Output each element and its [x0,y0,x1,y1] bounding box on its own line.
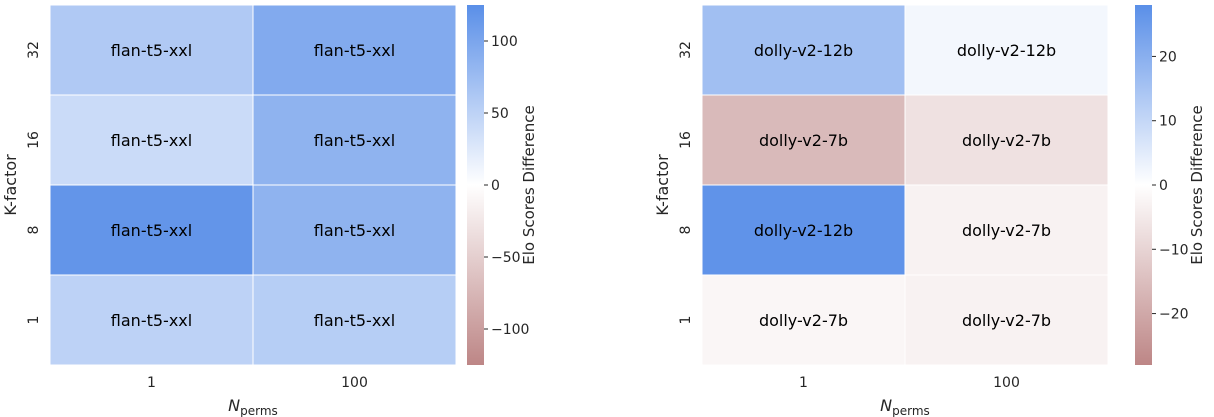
y-axis-label: K-factor [653,154,672,216]
heatmap-right: dolly-v2-12b dolly-v2-12b dolly-v2-7b dolly… [653,4,1206,417]
heatmap-cell [701,94,906,186]
colorbar-tick-label: −100 [491,322,529,338]
colorbar-tick-label: 20 [1159,49,1177,65]
x-axis-label: Nperms [228,396,278,417]
cell-label: dolly-v2-12b [957,41,1056,60]
colorbar-tick-label: −50 [491,250,521,266]
heatmap-cell [904,274,1109,366]
heatmap-left: flan-t5-xxl flan-t5-xxl flan-t5-xxl flan-t5… [1,4,538,417]
y-tick-label: 8 [26,226,42,235]
cell-label: dolly-v2-7b [759,131,848,150]
y-tick-label: 1 [678,316,694,325]
cell-label: dolly-v2-7b [962,131,1051,150]
y-tick-label: 1 [26,316,42,325]
y-tick-label: 16 [678,131,694,149]
colorbar [1135,5,1152,365]
colorbar-tick-label: 0 [491,178,500,194]
heatmap-cell [49,274,254,366]
heatmap-cell [252,274,457,366]
heatmap-cell [49,94,254,186]
cell-label: dolly-v2-12b [754,221,853,240]
cell-label: flan-t5-xxl [314,221,395,240]
y-tick-label: 32 [678,41,694,59]
heatmap-cell [904,184,1109,276]
heatmap-cell [701,184,906,276]
cell-label: flan-t5-xxl [314,311,395,330]
y-axis-label: K-factor [1,154,20,216]
cell-label: flan-t5-xxl [111,221,192,240]
y-tick-label: 8 [678,226,694,235]
colorbar-tick-label: −20 [1159,307,1189,323]
heatmap-cell [904,94,1109,186]
colorbar [467,5,484,365]
heatmap-cell [252,4,457,96]
cell-label: flan-t5-xxl [111,131,192,150]
colorbar-label: Elo Scores Difference [1188,105,1206,265]
x-tick-label: 1 [147,375,156,391]
cell-label: dolly-v2-7b [962,311,1051,330]
cell-label: flan-t5-xxl [111,311,192,330]
colorbar-tick-label: 50 [491,106,509,122]
heatmap-cell [49,4,254,96]
cell-label: flan-t5-xxl [314,131,395,150]
heatmap-cell [252,94,457,186]
colorbar-label: Elo Scores Difference [520,105,538,265]
colorbar-tick-label: −10 [1159,242,1189,258]
x-tick-label: 100 [341,375,368,391]
x-tick-label: 100 [993,375,1020,391]
x-axis-label: Nperms [880,396,930,417]
cell-label: flan-t5-xxl [314,41,395,60]
colorbar-tick-label: 10 [1159,114,1177,130]
cell-label: dolly-v2-7b [962,221,1051,240]
heatmap-cell [49,184,254,276]
heatmap-cell [701,274,906,366]
heatmap-cell [904,4,1109,96]
cell-label: dolly-v2-12b [754,41,853,60]
heatmap-cell [252,184,457,276]
colorbar-tick-label: 0 [1159,178,1168,194]
heatmap-cell [701,4,906,96]
colorbar-tick-label: 100 [491,34,518,50]
x-tick-label: 1 [799,375,808,391]
cell-label: dolly-v2-7b [759,311,848,330]
cell-label: flan-t5-xxl [111,41,192,60]
y-tick-label: 32 [26,41,42,59]
y-tick-label: 16 [26,131,42,149]
